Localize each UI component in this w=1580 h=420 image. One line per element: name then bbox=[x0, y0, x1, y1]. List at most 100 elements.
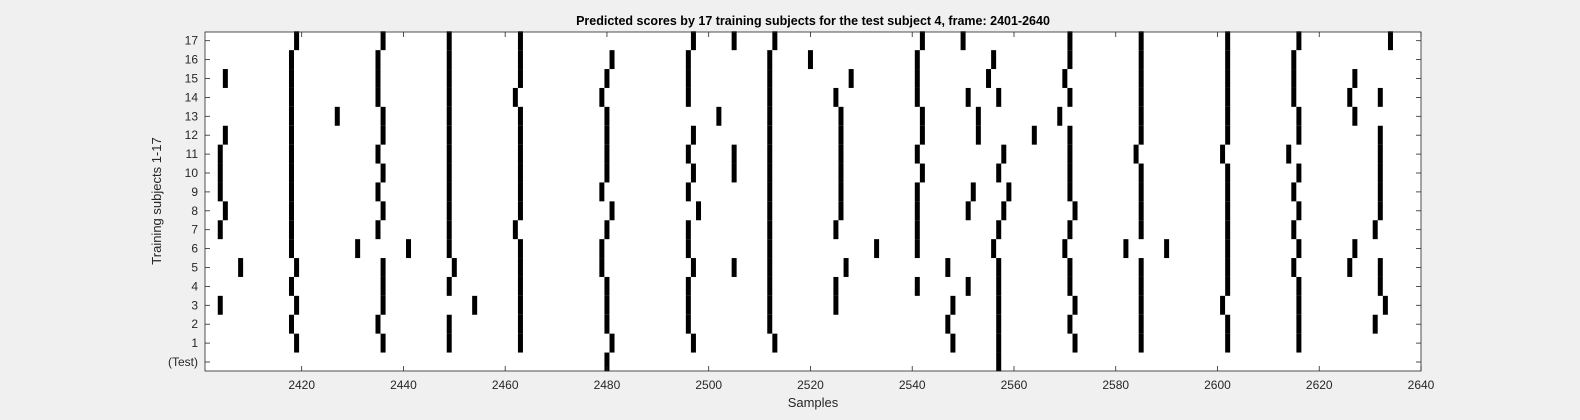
y-tick-label: 13 bbox=[185, 109, 199, 123]
y-tick-label: 8 bbox=[191, 204, 198, 218]
raster-mark bbox=[517, 163, 523, 183]
raster-mark bbox=[1067, 125, 1073, 145]
raster-mark bbox=[833, 295, 839, 315]
raster-mark bbox=[1296, 333, 1302, 353]
raster-mark bbox=[375, 220, 381, 240]
raster-mark bbox=[767, 258, 773, 277]
raster-mark bbox=[1296, 314, 1302, 334]
raster-mark bbox=[446, 333, 452, 353]
raster-mark bbox=[914, 69, 920, 88]
raster-mark bbox=[375, 50, 381, 70]
raster-mark bbox=[1296, 125, 1302, 145]
x-tick-label: 2440 bbox=[390, 378, 417, 392]
raster-mark bbox=[767, 201, 773, 221]
raster-mark bbox=[1225, 220, 1231, 240]
raster-mark bbox=[604, 69, 610, 88]
raster-mark bbox=[919, 106, 925, 126]
raster-mark bbox=[731, 258, 737, 277]
raster-mark bbox=[767, 87, 773, 107]
raster-mark bbox=[1072, 295, 1078, 315]
raster-mark bbox=[685, 182, 691, 202]
raster-mark bbox=[1286, 144, 1292, 164]
raster-mark bbox=[355, 239, 361, 259]
raster-mark bbox=[919, 163, 925, 183]
raster-mark bbox=[996, 314, 1002, 334]
raster-mark bbox=[1377, 258, 1383, 277]
raster-mark bbox=[604, 352, 610, 372]
raster-mark bbox=[986, 69, 992, 88]
raster-mark bbox=[1372, 220, 1378, 240]
raster-mark bbox=[380, 31, 386, 51]
raster-marks bbox=[217, 31, 1393, 372]
raster-mark bbox=[996, 163, 1002, 183]
raster-mark bbox=[334, 106, 340, 126]
raster-mark bbox=[919, 31, 925, 51]
raster-mark bbox=[238, 258, 244, 277]
raster-mark bbox=[690, 31, 696, 51]
raster-mark bbox=[833, 276, 839, 296]
raster-mark bbox=[375, 87, 381, 107]
raster-mark bbox=[380, 201, 386, 221]
raster-mark bbox=[1067, 144, 1073, 164]
raster-mark bbox=[690, 125, 696, 145]
raster-mark bbox=[772, 333, 778, 353]
raster-mark bbox=[767, 106, 773, 126]
raster-mark bbox=[970, 182, 976, 202]
raster-mark bbox=[914, 220, 920, 240]
raster-mark bbox=[604, 295, 610, 315]
raster-mark bbox=[965, 201, 971, 221]
raster-mark bbox=[1377, 125, 1383, 145]
raster-mark bbox=[446, 276, 452, 296]
raster-mark bbox=[288, 69, 294, 88]
raster-mark bbox=[807, 50, 813, 70]
raster-mark bbox=[446, 220, 452, 240]
raster-mark bbox=[1220, 295, 1226, 315]
raster-mark bbox=[1138, 69, 1144, 88]
raster-mark bbox=[1138, 125, 1144, 145]
raster-mark bbox=[1072, 333, 1078, 353]
raster-mark bbox=[690, 163, 696, 183]
raster-mark bbox=[685, 220, 691, 240]
raster-mark bbox=[690, 258, 696, 277]
raster-mark bbox=[1225, 87, 1231, 107]
raster-mark bbox=[1138, 314, 1144, 334]
raster-mark bbox=[446, 182, 452, 202]
raster-mark bbox=[217, 295, 223, 315]
raster-mark bbox=[1352, 239, 1358, 259]
raster-mark bbox=[472, 295, 478, 315]
raster-mark bbox=[1164, 239, 1170, 259]
raster-mark bbox=[1225, 50, 1231, 70]
raster-mark bbox=[991, 239, 997, 259]
raster-mark bbox=[1291, 182, 1297, 202]
raster-mark bbox=[914, 182, 920, 202]
chart-title: Predicted scores by 17 training subjects… bbox=[576, 14, 1050, 28]
raster-mark bbox=[996, 220, 1002, 240]
raster-mark bbox=[517, 239, 523, 259]
raster-mark bbox=[965, 87, 971, 107]
raster-mark bbox=[1296, 201, 1302, 221]
y-tick-label: 7 bbox=[191, 223, 198, 237]
raster-mark bbox=[1031, 125, 1037, 145]
raster-mark bbox=[1072, 201, 1078, 221]
raster-mark bbox=[604, 106, 610, 126]
raster-mark bbox=[996, 333, 1002, 353]
raster-mark bbox=[1225, 163, 1231, 183]
raster-mark bbox=[1057, 106, 1063, 126]
raster-mark bbox=[375, 314, 381, 334]
raster-mark bbox=[1225, 69, 1231, 88]
raster-mark bbox=[451, 258, 457, 277]
raster-mark bbox=[1377, 182, 1383, 202]
raster-mark bbox=[1062, 239, 1068, 259]
raster-mark bbox=[1067, 220, 1073, 240]
raster-mark bbox=[446, 201, 452, 221]
raster-mark bbox=[838, 201, 844, 221]
raster-mark bbox=[914, 276, 920, 296]
raster-mark bbox=[222, 69, 228, 88]
raster-mark bbox=[1377, 163, 1383, 183]
raster-mark bbox=[731, 31, 737, 51]
raster-mark bbox=[685, 314, 691, 334]
raster-mark bbox=[517, 314, 523, 334]
plot-area bbox=[205, 32, 1421, 371]
